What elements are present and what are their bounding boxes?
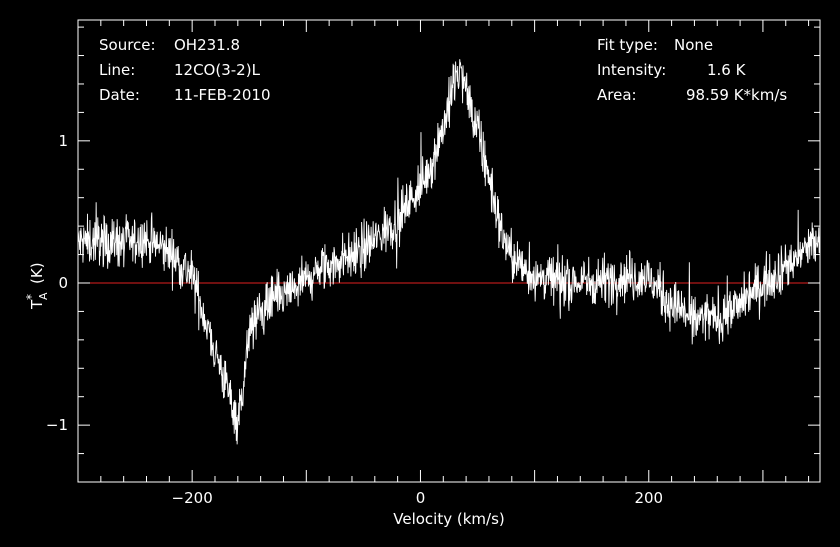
y-axis-title-sub: A <box>37 292 50 300</box>
plot-frame <box>77 19 821 483</box>
y-tick-label: −1 <box>46 416 68 434</box>
fit-type-label: Fit type: <box>597 36 658 54</box>
y-axis-title-main: T <box>28 299 46 310</box>
x-tick-label: −200 <box>172 489 213 507</box>
y-axis-title: T * A (K) <box>24 262 50 310</box>
fit-type-value: None <box>674 36 713 54</box>
spectrum-line <box>77 59 821 445</box>
line-value: 12CO(3-2)L <box>174 61 261 79</box>
ticks-layer: −200 0 200 −1 0 1 <box>46 20 820 507</box>
source-label: Source: <box>99 36 156 54</box>
plot-layer <box>77 59 821 445</box>
area-label: Area: <box>597 86 637 104</box>
x-tick-label: 200 <box>634 489 663 507</box>
date-label: Date: <box>99 86 140 104</box>
y-axis-title-unit: (K) <box>28 262 46 284</box>
y-tick-label: 0 <box>58 274 68 292</box>
x-tick-label: 0 <box>416 489 426 507</box>
y-tick-label: 1 <box>58 132 68 150</box>
x-axis-title: Velocity (km/s) <box>393 510 504 528</box>
area-value: 98.59 K*km/s <box>686 86 787 104</box>
line-label: Line: <box>99 61 135 79</box>
intensity-value: 1.6 K <box>707 61 747 79</box>
intensity-label: Intensity: <box>597 61 666 79</box>
source-value: OH231.8 <box>174 36 240 54</box>
date-value: 11-FEB-2010 <box>174 86 270 104</box>
y-axis-title-sup: * <box>24 294 38 300</box>
